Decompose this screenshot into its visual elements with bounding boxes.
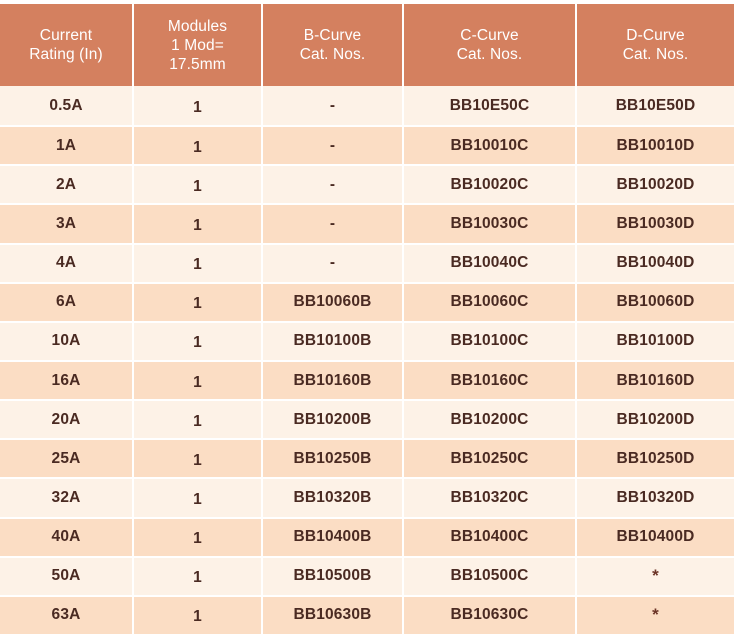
table-header-row: Current Rating (In) Modules 1 Mod= 17.5m…	[0, 4, 734, 86]
column-header-c-curve: C-Curve Cat. Nos.	[404, 4, 575, 86]
cell-c-curve: BB10630C	[404, 594, 575, 634]
column-header-b-curve: B-Curve Cat. Nos.	[263, 4, 402, 86]
cell-c-curve: BB10010C	[404, 125, 575, 165]
cell-b-curve: -	[263, 164, 402, 204]
cell-modules: 1	[134, 164, 261, 204]
cell-d-curve: BB10400D	[577, 516, 734, 556]
cell-current-rating: 3A	[0, 203, 132, 243]
table-row: 1A 1- BB10010C BB10010D	[0, 125, 734, 165]
cell-d-curve: BB10060D	[577, 281, 734, 321]
cell-modules: 1	[134, 594, 261, 634]
table-row: 50A 1 BB10500B BB10500C *	[0, 555, 734, 595]
cell-current-rating: 1A	[0, 125, 132, 165]
cell-current-rating: 2A	[0, 164, 132, 204]
cell-d-curve: BB10020D	[577, 164, 734, 204]
cell-c-curve: BB10040C	[404, 242, 575, 282]
cell-d-curve: BB10200D	[577, 399, 734, 439]
table-row: 63A 1 BB10630B BB10630C *	[0, 594, 734, 634]
cell-c-curve: BB10030C	[404, 203, 575, 243]
cell-d-curve: BB10E50D	[577, 86, 734, 126]
cell-b-curve: BB10400B	[263, 516, 402, 556]
cell-b-curve: BB10320B	[263, 477, 402, 517]
table-row: 3A 1- BB10030C BB10030D	[0, 203, 734, 243]
cell-d-curve: *	[577, 594, 734, 634]
cell-modules: 1	[134, 438, 261, 478]
cell-b-curve: BB10060B	[263, 281, 402, 321]
cell-d-curve: BB10040D	[577, 242, 734, 282]
cell-current-rating: 6A	[0, 281, 132, 321]
table-row: 10A 1 BB10100B BB10100C BB10100D	[0, 320, 734, 360]
cell-current-rating: 63A	[0, 594, 132, 634]
cell-d-curve: BB10030D	[577, 203, 734, 243]
table-row: 16A 1 BB10160B BB10160C BB10160D	[0, 359, 734, 400]
cell-c-curve: BB10060C	[404, 281, 575, 321]
cell-c-curve: BB10250C	[404, 438, 575, 478]
cell-c-curve: BB10020C	[404, 164, 575, 204]
cell-b-curve: -	[263, 86, 402, 126]
cell-modules: 1	[134, 203, 261, 243]
table-row: 20A 1 BB10200B BB10200C BB10200D	[0, 399, 734, 439]
cell-current-rating: 16A	[0, 359, 132, 400]
cell-b-curve: -	[263, 203, 402, 243]
table-row: 4A 1- BB10040C BB10040D	[0, 242, 734, 282]
cell-modules: 1	[134, 359, 261, 400]
table-body: 0.5A 1- BB10E50C BB10E50D 1A 1- BB10010C BB1001…	[0, 86, 734, 634]
cell-current-rating: 40A	[0, 516, 132, 556]
cell-c-curve: BB10E50C	[404, 86, 575, 126]
cell-c-curve: BB10100C	[404, 320, 575, 360]
cell-modules: 1	[134, 516, 261, 556]
cell-d-curve: BB10250D	[577, 438, 734, 478]
cell-d-curve: BB10010D	[577, 125, 734, 165]
cell-b-curve: BB10250B	[263, 438, 402, 478]
cell-modules: 1	[134, 320, 261, 360]
table-grid: Current Rating (In) Modules 1 Mod= 17.5m…	[0, 4, 734, 634]
column-header-d-curve: D-Curve Cat. Nos.	[577, 4, 734, 86]
cell-modules: 1	[134, 86, 261, 126]
cell-current-rating: 10A	[0, 320, 132, 360]
table-row: 2A 1- BB10020C BB10020D	[0, 164, 734, 204]
cell-d-curve: BB10320D	[577, 477, 734, 517]
cell-current-rating: 25A	[0, 438, 132, 478]
cell-modules: 1	[134, 125, 261, 165]
cell-c-curve: BB10500C	[404, 555, 575, 595]
table-row: 25A 1 BB10250B BB10250C BB10250D	[0, 438, 734, 478]
cell-c-curve: BB10320C	[404, 477, 575, 517]
cell-d-curve: *	[577, 555, 734, 595]
cell-current-rating: 4A	[0, 242, 132, 282]
cell-current-rating: 0.5A	[0, 86, 132, 126]
cell-b-curve: BB10500B	[263, 555, 402, 595]
cell-modules: 1	[134, 281, 261, 321]
cell-c-curve: BB10400C	[404, 516, 575, 556]
table-row: 32A 1 BB10320B BB10320C BB10320D	[0, 477, 734, 517]
cell-modules: 1	[134, 477, 261, 517]
cell-b-curve: BB10200B	[263, 399, 402, 439]
table-row: 40A 1 BB10400B BB10400C BB10400D	[0, 516, 734, 556]
column-header-modules: Modules 1 Mod= 17.5mm	[134, 4, 261, 86]
cell-modules: 1	[134, 242, 261, 282]
table-row: 0.5A 1- BB10E50C BB10E50D	[0, 86, 734, 126]
cell-b-curve: BB10160B	[263, 359, 402, 400]
cell-current-rating: 50A	[0, 555, 132, 595]
cell-b-curve: BB10630B	[263, 594, 402, 634]
cell-c-curve: BB10200C	[404, 399, 575, 439]
cell-modules: 1	[134, 555, 261, 595]
cell-b-curve: -	[263, 125, 402, 165]
cell-modules: 1	[134, 399, 261, 439]
cell-c-curve: BB10160C	[404, 359, 575, 400]
cell-b-curve: BB10100B	[263, 320, 402, 360]
column-header-current-rating: Current Rating (In)	[0, 4, 132, 86]
cell-d-curve: BB10100D	[577, 320, 734, 360]
cell-current-rating: 20A	[0, 399, 132, 439]
cell-b-curve: -	[263, 242, 402, 282]
cell-current-rating: 32A	[0, 477, 132, 517]
table-row: 6A 1 BB10060B BB10060C BB10060D	[0, 281, 734, 321]
cell-d-curve: BB10160D	[577, 359, 734, 400]
